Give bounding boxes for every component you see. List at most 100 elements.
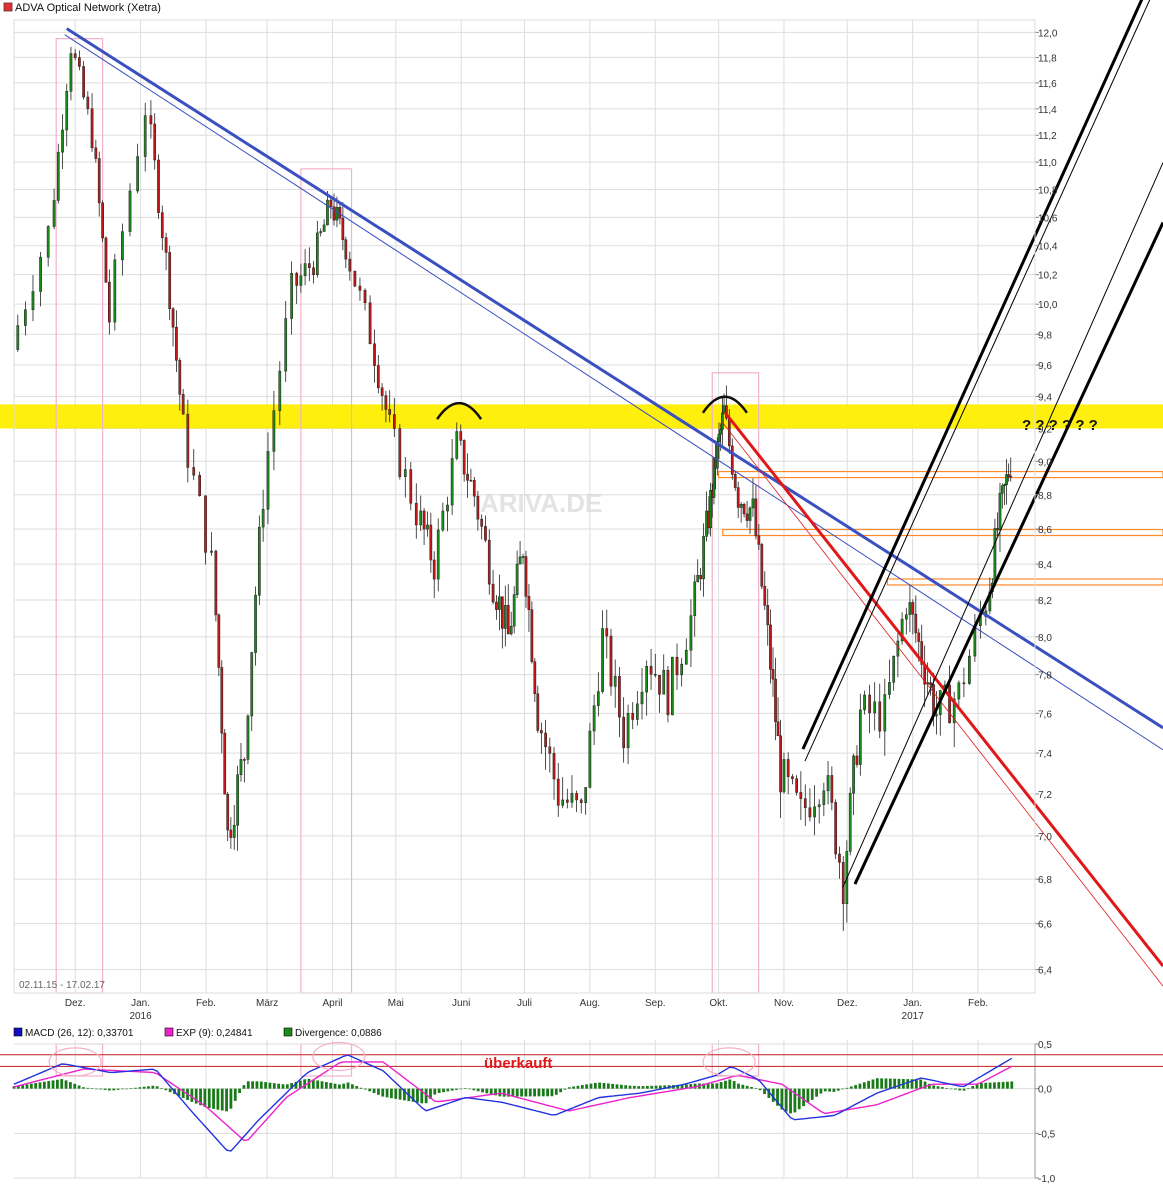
divergence-bar (125, 1088, 129, 1090)
candle-down (536, 693, 540, 731)
candle-up (24, 309, 27, 326)
candle-up (680, 663, 684, 676)
price-frame (13, 19, 1036, 994)
price-tick-label: 7,6 (1038, 709, 1052, 720)
price-tick-label: 9,4 (1038, 392, 1052, 403)
candle-up (671, 656, 674, 716)
divergence-bar (537, 1088, 541, 1097)
candle-down (73, 53, 77, 58)
candle-down (160, 212, 164, 238)
divergence-bar (841, 1088, 845, 1090)
divergence-bar (116, 1088, 120, 1090)
candle-up (232, 825, 236, 838)
divergence-bar (472, 1088, 476, 1091)
divergence-bar (802, 1088, 805, 1107)
divergence-bar (1010, 1081, 1014, 1089)
divergence-bar (984, 1082, 988, 1089)
candle-up (326, 199, 329, 226)
month-tick-label: Nov. (774, 998, 794, 1009)
divergence-bar (411, 1088, 415, 1102)
divergence-bar (949, 1088, 953, 1090)
divergence-bar (914, 1079, 918, 1089)
candle-up (883, 694, 887, 732)
divergence-bar (741, 1084, 745, 1089)
divergence-bar (658, 1085, 662, 1089)
candle-down (329, 199, 333, 208)
divergence-bar (38, 1082, 42, 1089)
divergence-bar (624, 1085, 628, 1089)
support-boxes (717, 470, 1163, 586)
divergence-bar (346, 1082, 350, 1089)
month-tick-label: Sep. (645, 998, 666, 1009)
macd-peak-ellipse (48, 1047, 102, 1077)
candle-down (472, 480, 476, 497)
divergence-bar (945, 1087, 949, 1089)
candle-down (500, 596, 504, 629)
price-tick-label: 6,4 (1038, 966, 1052, 977)
candle-down (530, 609, 534, 662)
candle-down (834, 802, 838, 855)
price-tick-label: 9,2 (1038, 424, 1052, 435)
divergence-bar (77, 1085, 81, 1089)
candle-up (813, 806, 816, 818)
candle-down (429, 524, 433, 561)
candle-up (748, 507, 752, 521)
divergence-bar (936, 1086, 940, 1089)
candle-up (52, 200, 56, 227)
divergence-bar (871, 1079, 875, 1089)
candle-up (1000, 485, 1004, 494)
divergence-legend-swatch (283, 1027, 293, 1037)
divergence-bar (147, 1086, 150, 1089)
divergence-bar (51, 1080, 55, 1089)
divergence-bar (793, 1088, 797, 1113)
macd-legend-swatch (13, 1027, 23, 1037)
divergence-bar (897, 1078, 901, 1089)
candle-up (403, 469, 407, 477)
divergence-bar (151, 1085, 155, 1089)
divergence-legend-label: Divergence: 0,0886 (295, 1028, 382, 1039)
divergence-bar (654, 1085, 658, 1089)
divergence-bar (715, 1083, 719, 1089)
divergence-bar (194, 1088, 198, 1104)
candle-down (1007, 474, 1010, 478)
candle-up (503, 605, 507, 629)
candle-up (446, 504, 449, 512)
divergence-bar (320, 1081, 324, 1089)
divergence-bar (103, 1088, 107, 1090)
candle-down (742, 504, 746, 515)
candle-down (506, 605, 510, 635)
divergence-bar (602, 1083, 606, 1089)
candle-down (736, 487, 740, 508)
price-tick-label: 8,2 (1038, 596, 1052, 607)
candle-down (469, 480, 473, 482)
candle-down (149, 115, 153, 125)
overbought-label: überkauft (484, 1055, 552, 1072)
macd-tick-label: -1,0 (1038, 1174, 1056, 1185)
divergence-bar (576, 1085, 580, 1089)
macd-legend: MACD (26, 12): 0,33701 EXP (9): 0,24841 … (13, 1027, 382, 1039)
candle-up (904, 614, 908, 620)
divergence-bar (155, 1086, 159, 1089)
candle-up (584, 787, 588, 803)
divergence-bar (485, 1088, 489, 1094)
candle-down (556, 778, 560, 806)
macd-peak-ellipse (312, 1041, 366, 1072)
candle-down (388, 409, 392, 415)
candle-up (498, 596, 501, 610)
candle-up (278, 370, 282, 411)
divergence-bar (403, 1088, 406, 1101)
divergence-bar (940, 1087, 944, 1089)
divergence-bar (272, 1083, 276, 1089)
candle-down (107, 281, 111, 323)
candle-down (524, 556, 528, 597)
candle-down (855, 755, 859, 765)
divergence-bar (285, 1084, 289, 1089)
divergence-bar (728, 1079, 732, 1089)
divergence-bar (958, 1088, 962, 1091)
divergence-bar (73, 1083, 77, 1089)
candle-up (715, 441, 719, 469)
divergence-bar (129, 1088, 133, 1089)
divergence-bar (459, 1088, 463, 1090)
channel-lower-parallel (842, 162, 1163, 888)
divergence-bar (702, 1083, 706, 1089)
